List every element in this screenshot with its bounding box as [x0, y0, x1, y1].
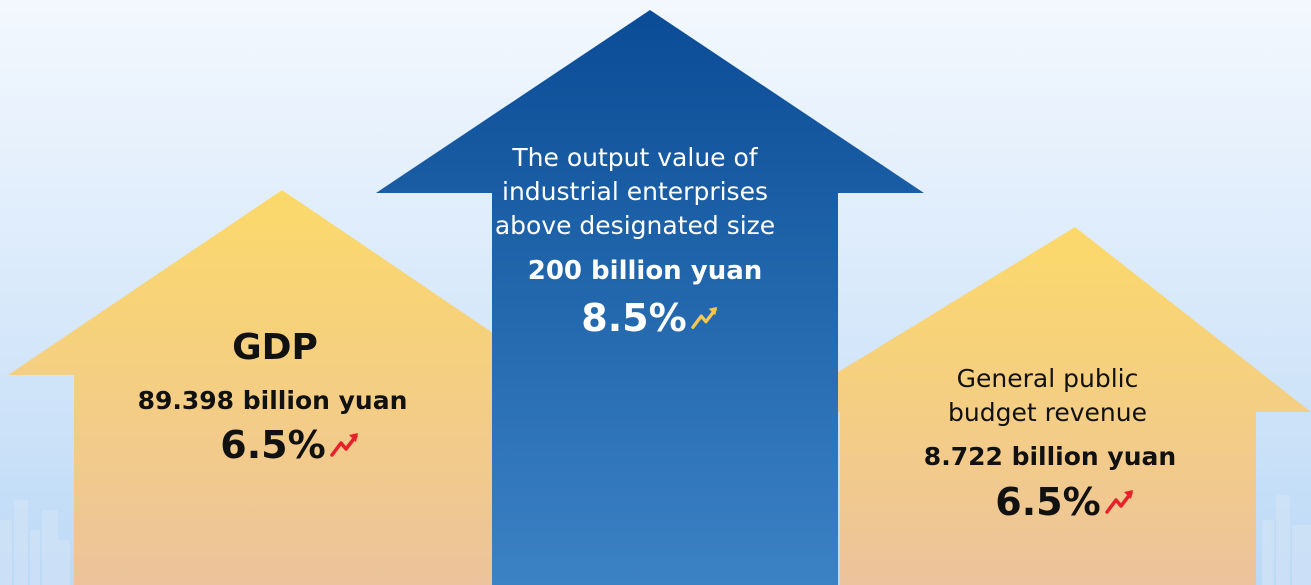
industrial-output-arrow-shape	[376, 10, 924, 585]
industrial-output-value: 200 billion yuan	[527, 256, 763, 286]
trend-up-icon	[1104, 488, 1135, 516]
budget-revenue-arrow-shape	[773, 227, 1311, 585]
budget-revenue-growth: 6.5%	[995, 480, 1101, 524]
gdp-value: 89.398 billion yuan	[137, 386, 408, 415]
industrial-output-label-line2: industrial enterprises	[502, 177, 768, 206]
gdp-label: GDP	[232, 327, 318, 368]
gdp-growth: 6.5%	[220, 423, 326, 467]
industrial-output-label-line1: The output value of	[512, 143, 758, 172]
city-skyline-left	[0, 500, 70, 585]
budget-revenue-label-line1: General public	[956, 364, 1139, 393]
budget-revenue-label-line2: budget revenue	[948, 398, 1147, 427]
industrial-output-growth: 8.5%	[581, 296, 687, 340]
budget-revenue-value: 8.722 billion yuan	[923, 442, 1177, 471]
trend-up-icon	[690, 305, 719, 331]
gdp-arrow-shape	[8, 190, 555, 585]
trend-up-icon	[329, 431, 360, 459]
budget-revenue-growth-row: 6.5%	[940, 476, 1190, 528]
city-skyline-right	[1262, 495, 1311, 585]
industrial-output-label-line3: above designated size	[494, 211, 776, 240]
industrial-output-growth-row: 8.5%	[535, 292, 765, 344]
gdp-growth-row: 6.5%	[170, 420, 410, 470]
